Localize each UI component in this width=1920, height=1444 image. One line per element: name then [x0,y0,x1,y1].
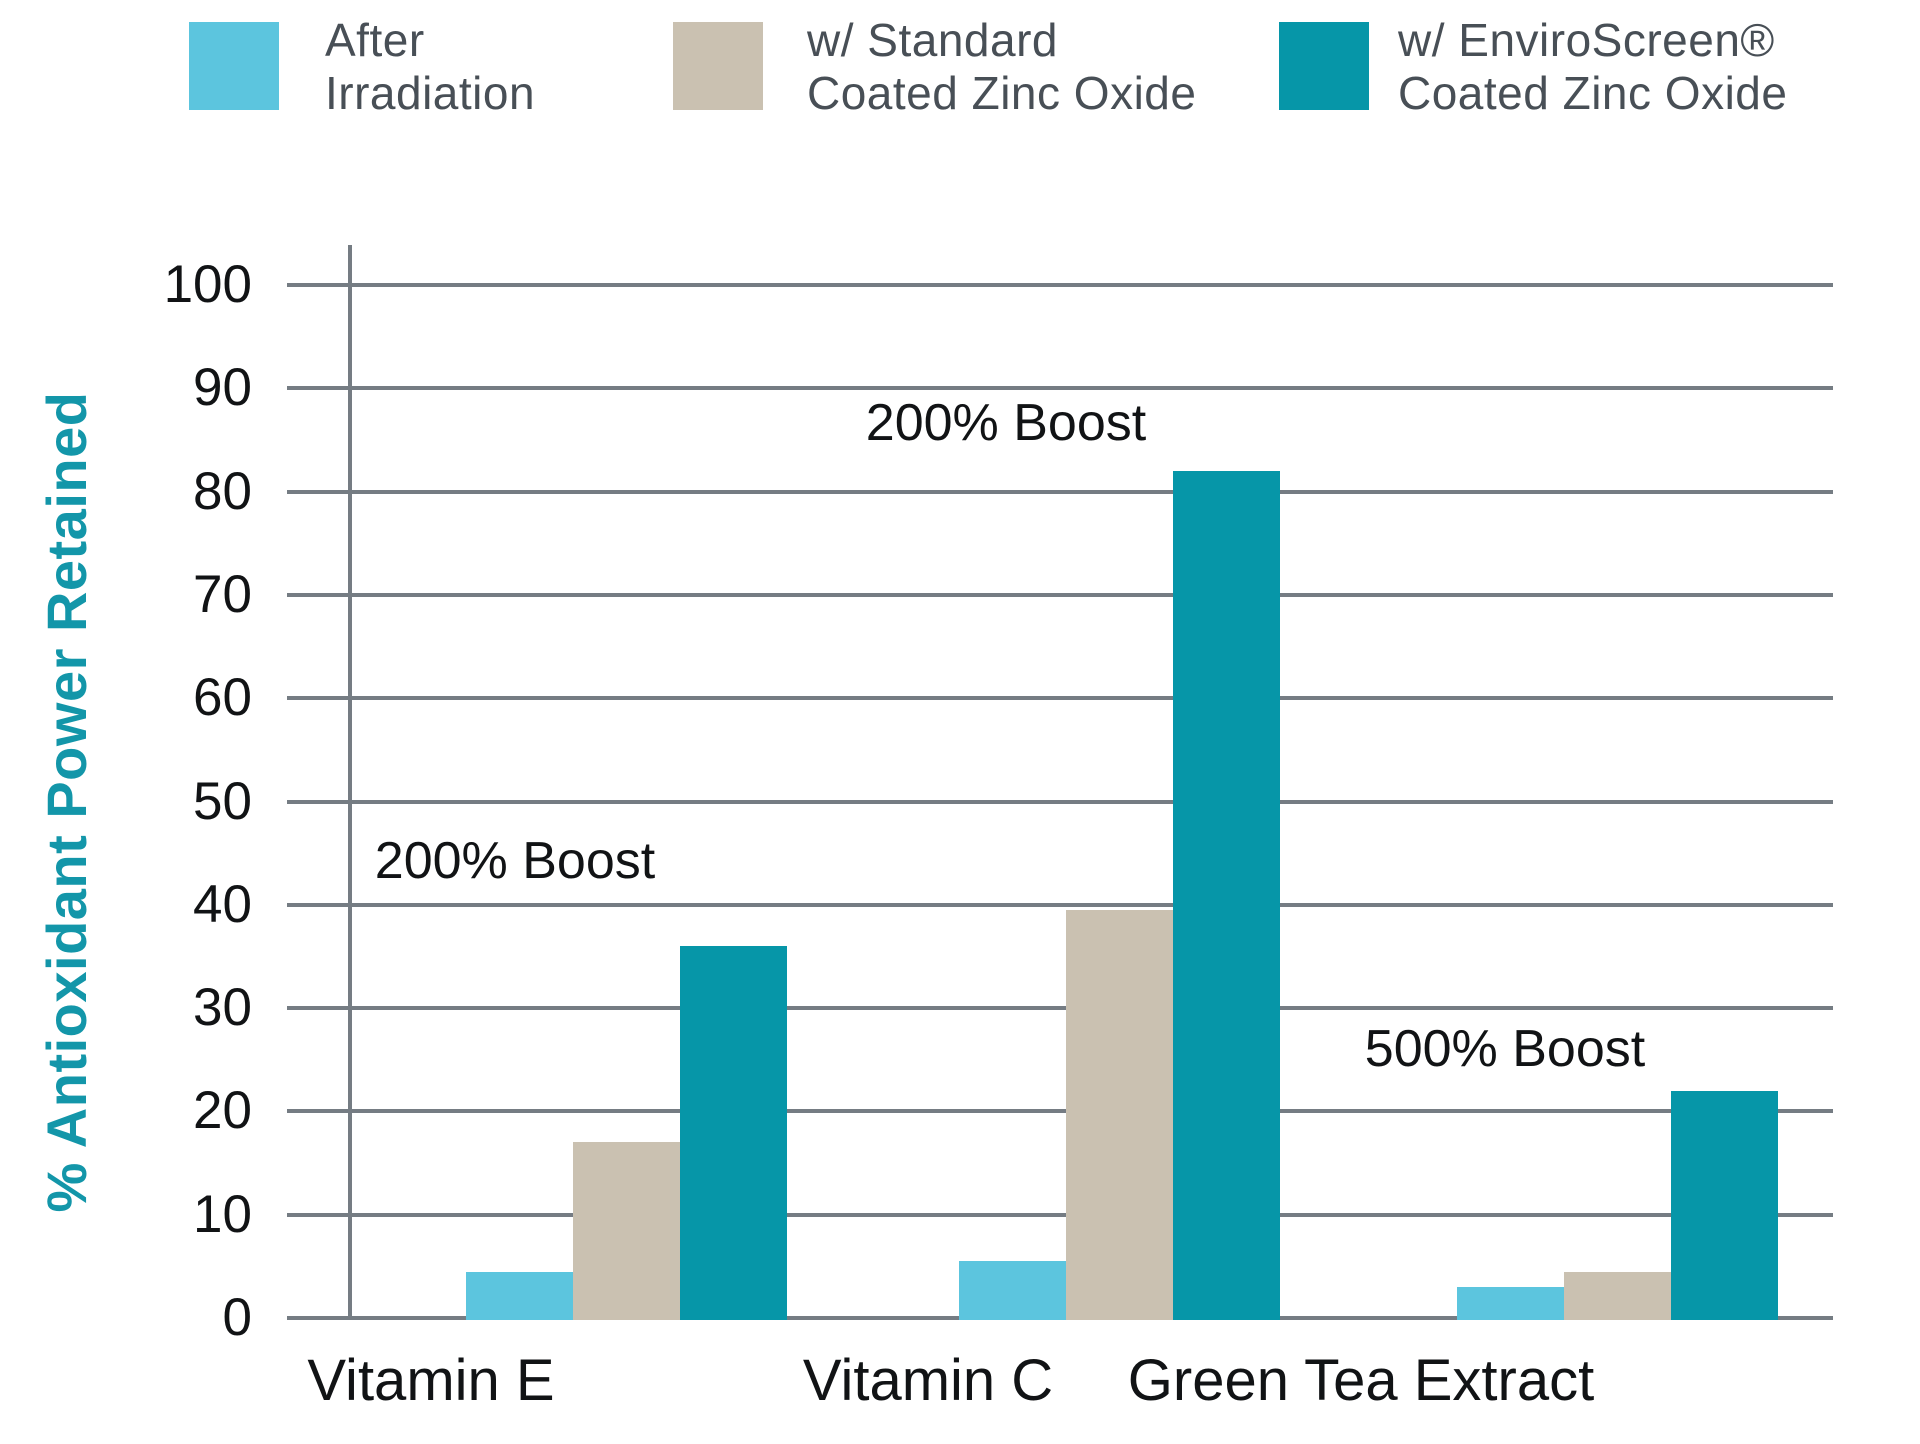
gridline-80 [287,490,1833,494]
y-tick-label-10: 10 [193,1185,252,1244]
gridline-100 [287,283,1833,287]
bar-vitamin-e-after-irradiation [466,1272,573,1320]
bar-vitamin-e-w-enviroscreen-coated-zinc-oxide [680,946,787,1320]
gridline-60 [287,696,1833,700]
x-axis-label-green-tea-extract: Green Tea Extract [1127,1348,1595,1413]
y-tick-label-20: 20 [193,1081,252,1140]
legend-swatch-after-irradiation [189,22,279,110]
gridline-10 [287,1213,1833,1217]
gridline-50 [287,800,1833,804]
gridline-30 [287,1006,1833,1010]
bar-vitamin-e-w-standard-coated-zinc-oxide [573,1142,680,1320]
x-axis-label-vitamin-c: Vitamin C [802,1348,1054,1413]
legend-label-line: w/ EnviroScreen® [1398,14,1775,66]
y-tick-label-100: 100 [163,255,252,314]
y-tick-label-60: 60 [193,668,252,727]
y-tick-label-80: 80 [193,462,252,521]
legend-label-line: w/ Standard [807,14,1058,66]
legend-label-w-standard-coated-zinc-oxide: w/ Standard Coated Zinc Oxide [807,14,1196,120]
x-axis-label-vitamin-e: Vitamin E [307,1348,555,1413]
y-tick-label-40: 40 [193,875,252,934]
legend-label-after-irradiation: After Irradiation [325,14,535,120]
gridline-90 [287,386,1833,390]
gridline-20 [287,1109,1833,1113]
y-tick-label-90: 90 [193,358,252,417]
legend-swatch-w-standard-coated-zinc-oxide [673,22,763,110]
legend-label-line: Coated Zinc Oxide [1398,67,1788,119]
legend-swatch-w-enviroscreen-coated-zinc-oxide [1279,22,1369,110]
legend-label-line: Irradiation [325,67,536,119]
annotation-vitamin-c: 200% Boost [865,394,1147,452]
bar-green-tea-extract-w-enviroscreen-coated-zinc-oxide [1671,1091,1778,1320]
y-axis-line [348,245,352,1320]
legend-label-w-enviroscreen-coated-zinc-oxide: w/ EnviroScreen® Coated Zinc Oxide [1398,14,1787,120]
gridline-40 [287,903,1833,907]
bar-vitamin-c-w-standard-coated-zinc-oxide [1066,910,1173,1320]
bar-vitamin-c-after-irradiation [959,1261,1066,1320]
y-tick-label-50: 50 [193,772,252,831]
legend-label-line: Coated Zinc Oxide [807,67,1197,119]
legend-label-line: After [325,14,425,66]
bar-green-tea-extract-after-irradiation [1457,1287,1564,1320]
bar-vitamin-c-w-enviroscreen-coated-zinc-oxide [1173,471,1280,1320]
annotation-vitamin-e: 200% Boost [374,832,656,890]
annotation-green-tea-extract: 500% Boost [1364,1020,1646,1078]
y-tick-label-70: 70 [193,565,252,624]
y-tick-label-30: 30 [193,978,252,1037]
gridline-70 [287,593,1833,597]
y-tick-label-0: 0 [222,1288,252,1347]
bar-green-tea-extract-w-standard-coated-zinc-oxide [1564,1272,1671,1320]
